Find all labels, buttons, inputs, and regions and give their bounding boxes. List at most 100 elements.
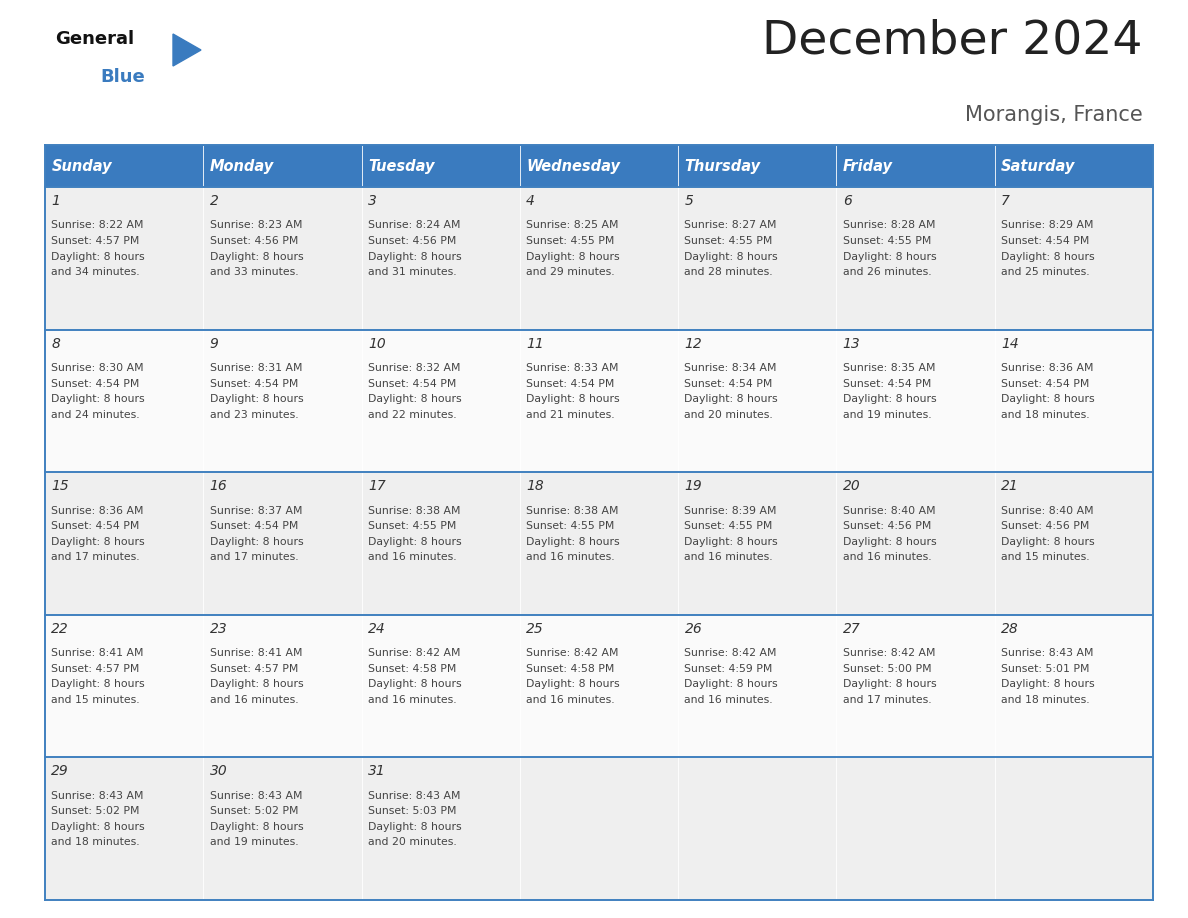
Text: and 29 minutes.: and 29 minutes. [526, 267, 615, 277]
Bar [45, 472, 1154, 615]
Text: Sunrise: 8:24 AM: Sunrise: 8:24 AM [368, 220, 461, 230]
Text: Sunrise: 8:41 AM: Sunrise: 8:41 AM [209, 648, 302, 658]
Text: Sunset: 4:54 PM: Sunset: 4:54 PM [209, 378, 298, 388]
Text: Sunrise: 8:38 AM: Sunrise: 8:38 AM [526, 506, 619, 516]
Text: 26: 26 [684, 621, 702, 636]
Text: and 15 minutes.: and 15 minutes. [1001, 553, 1089, 562]
Text: Sunset: 4:54 PM: Sunset: 4:54 PM [842, 378, 931, 388]
Text: and 31 minutes.: and 31 minutes. [368, 267, 456, 277]
Text: 9: 9 [209, 337, 219, 351]
Text: 30: 30 [209, 765, 227, 778]
Text: Daylight: 8 hours: Daylight: 8 hours [842, 394, 936, 404]
Text: December 2024: December 2024 [763, 18, 1143, 63]
Text: Sunrise: 8:43 AM: Sunrise: 8:43 AM [51, 791, 144, 800]
Text: Daylight: 8 hours: Daylight: 8 hours [51, 679, 145, 689]
Text: Blue: Blue [100, 68, 145, 86]
Text: Sunrise: 8:37 AM: Sunrise: 8:37 AM [209, 506, 302, 516]
Text: Sunset: 4:54 PM: Sunset: 4:54 PM [368, 378, 456, 388]
Text: Sunset: 5:02 PM: Sunset: 5:02 PM [51, 806, 140, 816]
Text: and 18 minutes.: and 18 minutes. [1001, 409, 1089, 420]
Text: Sunrise: 8:40 AM: Sunrise: 8:40 AM [1001, 506, 1094, 516]
Text: 24: 24 [368, 621, 386, 636]
Text: Monday: Monday [209, 159, 274, 174]
Text: 31: 31 [368, 765, 386, 778]
Text: Daylight: 8 hours: Daylight: 8 hours [842, 252, 936, 262]
Text: and 17 minutes.: and 17 minutes. [842, 695, 931, 705]
Text: 12: 12 [684, 337, 702, 351]
Text: Sunset: 5:02 PM: Sunset: 5:02 PM [209, 806, 298, 816]
Text: 1: 1 [51, 194, 61, 208]
Text: Sunday: Sunday [51, 159, 112, 174]
Text: 2: 2 [209, 194, 219, 208]
Text: Sunrise: 8:22 AM: Sunrise: 8:22 AM [51, 220, 144, 230]
Text: Sunrise: 8:41 AM: Sunrise: 8:41 AM [51, 648, 144, 658]
Text: Sunrise: 8:42 AM: Sunrise: 8:42 AM [684, 648, 777, 658]
Text: Daylight: 8 hours: Daylight: 8 hours [368, 394, 461, 404]
Text: Daylight: 8 hours: Daylight: 8 hours [51, 394, 145, 404]
Text: Daylight: 8 hours: Daylight: 8 hours [1001, 252, 1094, 262]
Text: Sunrise: 8:43 AM: Sunrise: 8:43 AM [1001, 648, 1093, 658]
Text: and 16 minutes.: and 16 minutes. [368, 695, 456, 705]
Text: Sunrise: 8:30 AM: Sunrise: 8:30 AM [51, 364, 144, 373]
Text: and 16 minutes.: and 16 minutes. [526, 553, 615, 562]
Text: Sunrise: 8:31 AM: Sunrise: 8:31 AM [209, 364, 302, 373]
Text: 25: 25 [526, 621, 544, 636]
Text: Sunset: 4:55 PM: Sunset: 4:55 PM [684, 521, 773, 532]
Text: Sunset: 4:55 PM: Sunset: 4:55 PM [842, 236, 931, 246]
Text: 15: 15 [51, 479, 69, 493]
Text: and 24 minutes.: and 24 minutes. [51, 409, 140, 420]
Text: Sunrise: 8:42 AM: Sunrise: 8:42 AM [368, 648, 461, 658]
Text: Friday: Friday [842, 159, 892, 174]
Text: Sunset: 4:57 PM: Sunset: 4:57 PM [51, 664, 140, 674]
Text: 21: 21 [1001, 479, 1019, 493]
Text: Sunrise: 8:43 AM: Sunrise: 8:43 AM [209, 791, 302, 800]
Text: Sunrise: 8:42 AM: Sunrise: 8:42 AM [526, 648, 619, 658]
Text: and 19 minutes.: and 19 minutes. [842, 409, 931, 420]
Text: 4: 4 [526, 194, 535, 208]
Text: and 33 minutes.: and 33 minutes. [209, 267, 298, 277]
Text: Sunrise: 8:28 AM: Sunrise: 8:28 AM [842, 220, 935, 230]
Text: and 23 minutes.: and 23 minutes. [209, 409, 298, 420]
Text: and 16 minutes.: and 16 minutes. [842, 553, 931, 562]
Text: Sunset: 5:03 PM: Sunset: 5:03 PM [368, 806, 456, 816]
Text: Daylight: 8 hours: Daylight: 8 hours [842, 537, 936, 547]
Text: Daylight: 8 hours: Daylight: 8 hours [209, 394, 303, 404]
Text: 28: 28 [1001, 621, 1019, 636]
Text: Sunrise: 8:34 AM: Sunrise: 8:34 AM [684, 364, 777, 373]
Text: 22: 22 [51, 621, 69, 636]
Text: and 17 minutes.: and 17 minutes. [209, 553, 298, 562]
Text: Daylight: 8 hours: Daylight: 8 hours [684, 537, 778, 547]
Text: 13: 13 [842, 337, 860, 351]
Text: Daylight: 8 hours: Daylight: 8 hours [684, 679, 778, 689]
Text: Sunset: 4:56 PM: Sunset: 4:56 PM [842, 521, 931, 532]
Text: Daylight: 8 hours: Daylight: 8 hours [526, 394, 620, 404]
Text: and 16 minutes.: and 16 minutes. [684, 553, 773, 562]
Text: 18: 18 [526, 479, 544, 493]
Text: Daylight: 8 hours: Daylight: 8 hours [684, 252, 778, 262]
Text: Daylight: 8 hours: Daylight: 8 hours [1001, 679, 1094, 689]
Text: Sunset: 4:55 PM: Sunset: 4:55 PM [684, 236, 773, 246]
Text: Daylight: 8 hours: Daylight: 8 hours [51, 822, 145, 832]
Text: Sunset: 4:57 PM: Sunset: 4:57 PM [51, 236, 140, 246]
Text: and 16 minutes.: and 16 minutes. [368, 553, 456, 562]
Text: Sunset: 5:01 PM: Sunset: 5:01 PM [1001, 664, 1089, 674]
Text: 19: 19 [684, 479, 702, 493]
Text: Sunset: 4:58 PM: Sunset: 4:58 PM [368, 664, 456, 674]
Text: Sunset: 4:56 PM: Sunset: 4:56 PM [368, 236, 456, 246]
Text: Sunrise: 8:29 AM: Sunrise: 8:29 AM [1001, 220, 1093, 230]
Text: 11: 11 [526, 337, 544, 351]
Text: 6: 6 [842, 194, 852, 208]
Text: Daylight: 8 hours: Daylight: 8 hours [368, 252, 461, 262]
Text: 23: 23 [209, 621, 227, 636]
Text: Sunset: 4:57 PM: Sunset: 4:57 PM [209, 664, 298, 674]
Text: Daylight: 8 hours: Daylight: 8 hours [1001, 394, 1094, 404]
Bar [45, 757, 1154, 900]
Text: Sunrise: 8:25 AM: Sunrise: 8:25 AM [526, 220, 619, 230]
Text: and 22 minutes.: and 22 minutes. [368, 409, 456, 420]
Text: 27: 27 [842, 621, 860, 636]
Text: 17: 17 [368, 479, 386, 493]
Text: Sunset: 4:59 PM: Sunset: 4:59 PM [684, 664, 773, 674]
Text: Sunset: 4:55 PM: Sunset: 4:55 PM [526, 521, 614, 532]
Bar [45, 330, 1154, 472]
Text: Daylight: 8 hours: Daylight: 8 hours [368, 679, 461, 689]
